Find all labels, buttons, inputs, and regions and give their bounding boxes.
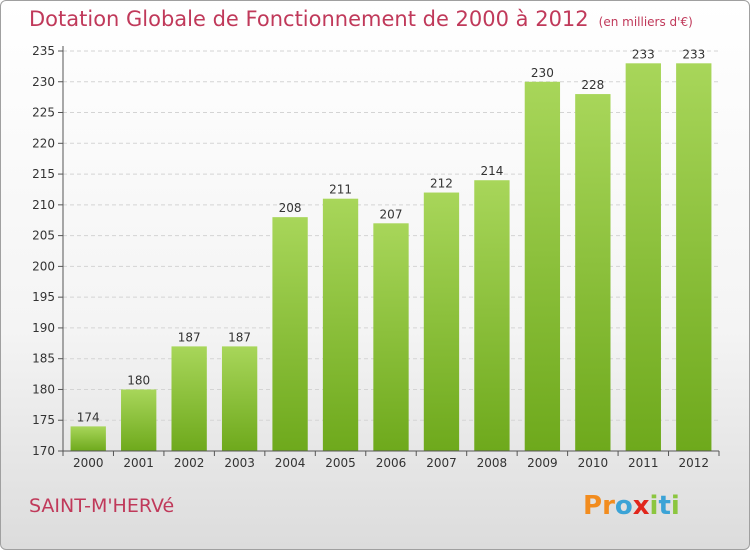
y-tick-label: 215 <box>32 167 55 181</box>
bar-value-label: 212 <box>430 177 453 191</box>
x-tick-label: 2003 <box>224 456 255 470</box>
x-tick-label: 2005 <box>325 456 356 470</box>
bar-value-label: 208 <box>279 201 302 215</box>
y-tick-label: 195 <box>32 290 55 304</box>
x-tick-label: 2004 <box>275 456 306 470</box>
y-tick-label: 225 <box>32 106 55 120</box>
y-tick-label: 180 <box>32 382 55 396</box>
logo-letter: r <box>602 491 615 521</box>
bar <box>322 198 359 451</box>
y-tick-label: 200 <box>32 259 55 273</box>
logo-letter: x <box>632 491 650 521</box>
bar-value-label: 228 <box>581 78 604 92</box>
proxiti-logo: Proxiti <box>583 491 680 521</box>
y-tick-label: 210 <box>32 198 55 212</box>
bar <box>121 389 157 451</box>
bar-value-label: 233 <box>682 47 705 61</box>
bar <box>676 63 712 452</box>
y-tick-label: 205 <box>32 229 55 243</box>
bar <box>272 217 308 451</box>
bar-value-label: 230 <box>531 66 554 80</box>
chart-subtitle: (en milliers d'€) <box>598 15 693 29</box>
chart-title: Dotation Globale de Fonctionnement de 20… <box>29 7 693 31</box>
bar-value-label: 187 <box>228 330 251 344</box>
bars: 174 180 187 187 208 211 207 212 214 230 228 233 233 <box>70 47 712 452</box>
y-tick-label: 175 <box>32 413 55 427</box>
bar-value-label: 214 <box>480 164 503 178</box>
x-axis: 2000 2001 2002 2003 2004 2005 2006 2007 2008 2009… <box>62 450 720 470</box>
bar-value-label: 207 <box>380 207 403 221</box>
bar-value-label: 233 <box>632 47 655 61</box>
x-tick-label: 2000 <box>73 456 104 470</box>
bar-value-label: 174 <box>77 410 100 424</box>
logo-letter: o <box>614 491 633 521</box>
bar <box>474 180 510 451</box>
x-tick-label: 2009 <box>527 456 558 470</box>
bar-value-label: 187 <box>178 330 201 344</box>
bar <box>524 81 561 452</box>
y-tick-label: 230 <box>32 75 55 89</box>
x-tick-label: 2006 <box>376 456 407 470</box>
bar-value-label: 180 <box>127 373 150 387</box>
y-tick-label: 220 <box>32 136 55 150</box>
bar <box>171 346 207 451</box>
bar <box>221 346 258 451</box>
bar <box>70 426 106 451</box>
y-tick-label: 170 <box>32 444 55 458</box>
logo-letter: i <box>649 491 659 521</box>
bar <box>625 63 661 452</box>
x-tick-label: 2010 <box>578 456 609 470</box>
chart-title-text: Dotation Globale de Fonctionnement de 20… <box>29 7 589 31</box>
y-tick-label: 185 <box>32 352 55 366</box>
logo-letter: i <box>670 491 680 521</box>
x-tick-label: 2007 <box>426 456 457 470</box>
logo-letter: P <box>583 491 603 521</box>
bar <box>423 192 460 452</box>
commune-name: SAINT-M'HERVé <box>29 495 175 517</box>
y-tick-label: 190 <box>32 321 55 335</box>
y-axis: 170 175 180 185 190 195 200 205 210 215 220 225 230 2… <box>32 44 64 458</box>
x-tick-label: 2008 <box>477 456 508 470</box>
bar-value-label: 211 <box>329 183 352 197</box>
bar <box>373 223 409 451</box>
x-tick-label: 2001 <box>123 456 154 470</box>
logo-letter: t <box>658 491 671 521</box>
x-tick-label: 2012 <box>678 456 709 470</box>
x-tick-label: 2011 <box>628 456 659 470</box>
y-tick-label: 235 <box>32 44 55 58</box>
x-tick-label: 2002 <box>174 456 205 470</box>
bar <box>575 94 611 452</box>
